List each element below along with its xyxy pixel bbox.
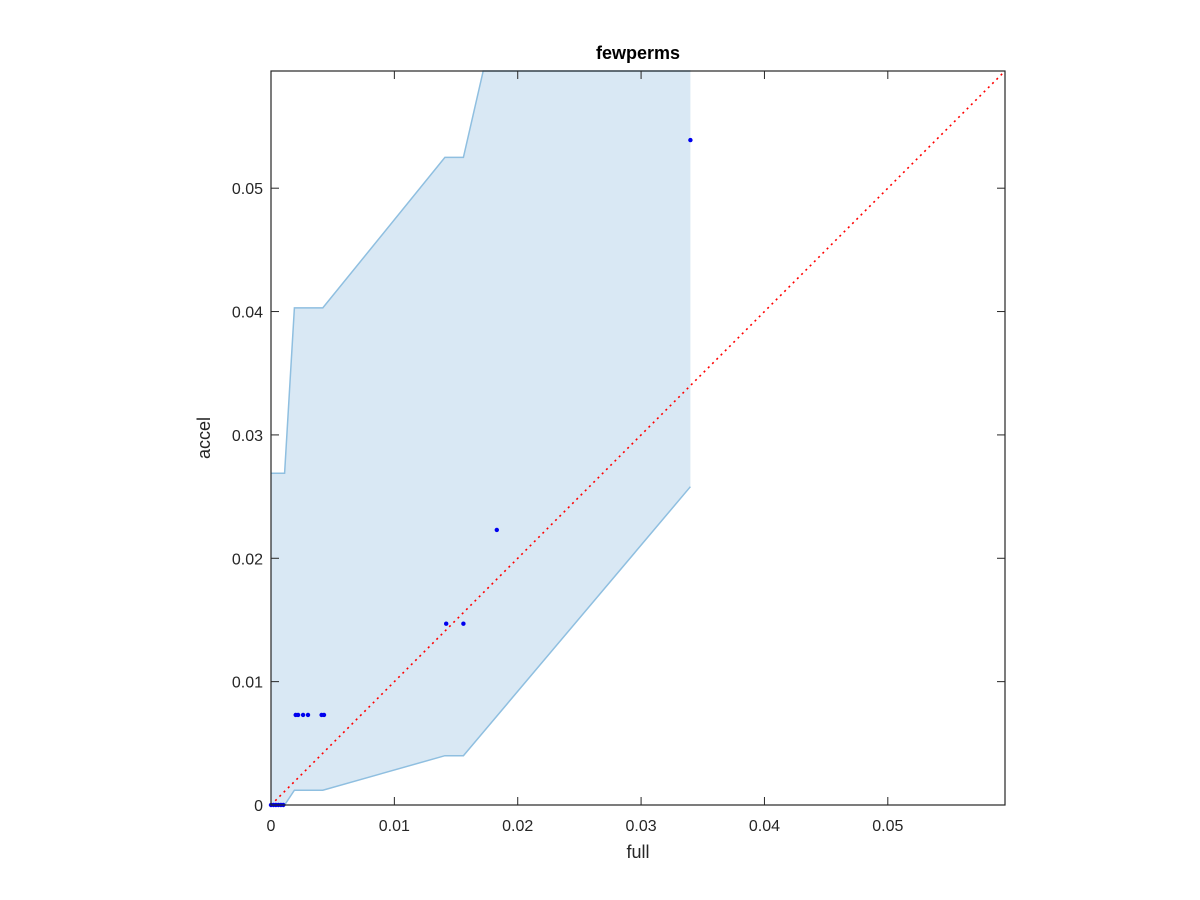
y-tick-label: 0.02 [232,551,263,568]
identity-line [270,70,1006,806]
y-axis-label: accel [194,417,214,459]
y-tick-label: 0 [254,798,263,815]
x-tick-label: 0.02 [502,818,533,835]
band-upper-edge [271,70,691,474]
data-point [300,712,306,718]
data-point [444,621,449,626]
band-fill [271,71,691,805]
data-points-layer [268,137,693,808]
data-point [688,137,693,143]
x-tick-label: 0.04 [749,818,780,835]
y-tick-label: 0.03 [232,428,263,445]
data-point [305,712,311,718]
y-tick-label: 0.01 [232,675,263,692]
data-point [321,712,327,718]
data-point [295,712,301,718]
x-axis-label: full [626,842,649,862]
y-tick-label: 0.05 [232,181,263,198]
x-tick-label: 0.05 [872,818,903,835]
data-point [494,527,499,533]
axes-box [270,70,1006,806]
x-tick-label: 0.01 [379,818,410,835]
y-tick-label: 0.04 [232,305,263,322]
x-tick-label: 0.03 [626,818,657,835]
axes-layer [270,70,1006,806]
data-point [461,621,466,626]
chart-title: fewperms [596,43,680,63]
ticks-layer: 0 0.01 0.02 0.03 0.04 0.05 0 0.01 0.02 0.03 0.04 0.… [232,71,1005,835]
identity-line-layer [270,70,1006,806]
x-tick-label: 0 [267,818,276,835]
confidence-band-layer [271,70,691,806]
